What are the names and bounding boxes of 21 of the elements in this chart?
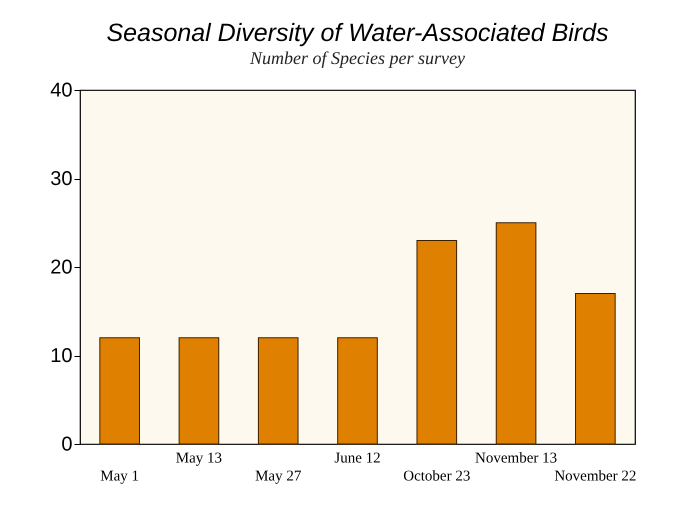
bar bbox=[337, 337, 378, 444]
x-tick-label: June 12 bbox=[334, 450, 381, 466]
bar bbox=[258, 337, 299, 444]
bar bbox=[178, 337, 220, 444]
x-tick-label: May 1 bbox=[100, 468, 140, 484]
bar bbox=[496, 222, 536, 444]
x-tick-label: November 22 bbox=[554, 468, 636, 484]
x-tick-label: May 13 bbox=[176, 450, 222, 466]
y-tick-label: 0 bbox=[61, 434, 72, 456]
y-tick-label: 20 bbox=[50, 256, 72, 278]
bar bbox=[575, 293, 616, 444]
x-tick-label: October 23 bbox=[403, 468, 470, 484]
bar bbox=[99, 337, 140, 444]
y-tick-label: 30 bbox=[50, 168, 72, 190]
bar bbox=[416, 240, 458, 444]
y-tick-label: 10 bbox=[50, 345, 72, 367]
y-tick-label: 40 bbox=[50, 80, 72, 102]
chart-subtitle: Number of Species per survey bbox=[249, 48, 465, 68]
x-tick-label: November 13 bbox=[475, 450, 558, 466]
x-tick-label: May 27 bbox=[255, 468, 302, 484]
chart-title: Seasonal Diversity of Water-Associated Birds bbox=[106, 19, 609, 47]
